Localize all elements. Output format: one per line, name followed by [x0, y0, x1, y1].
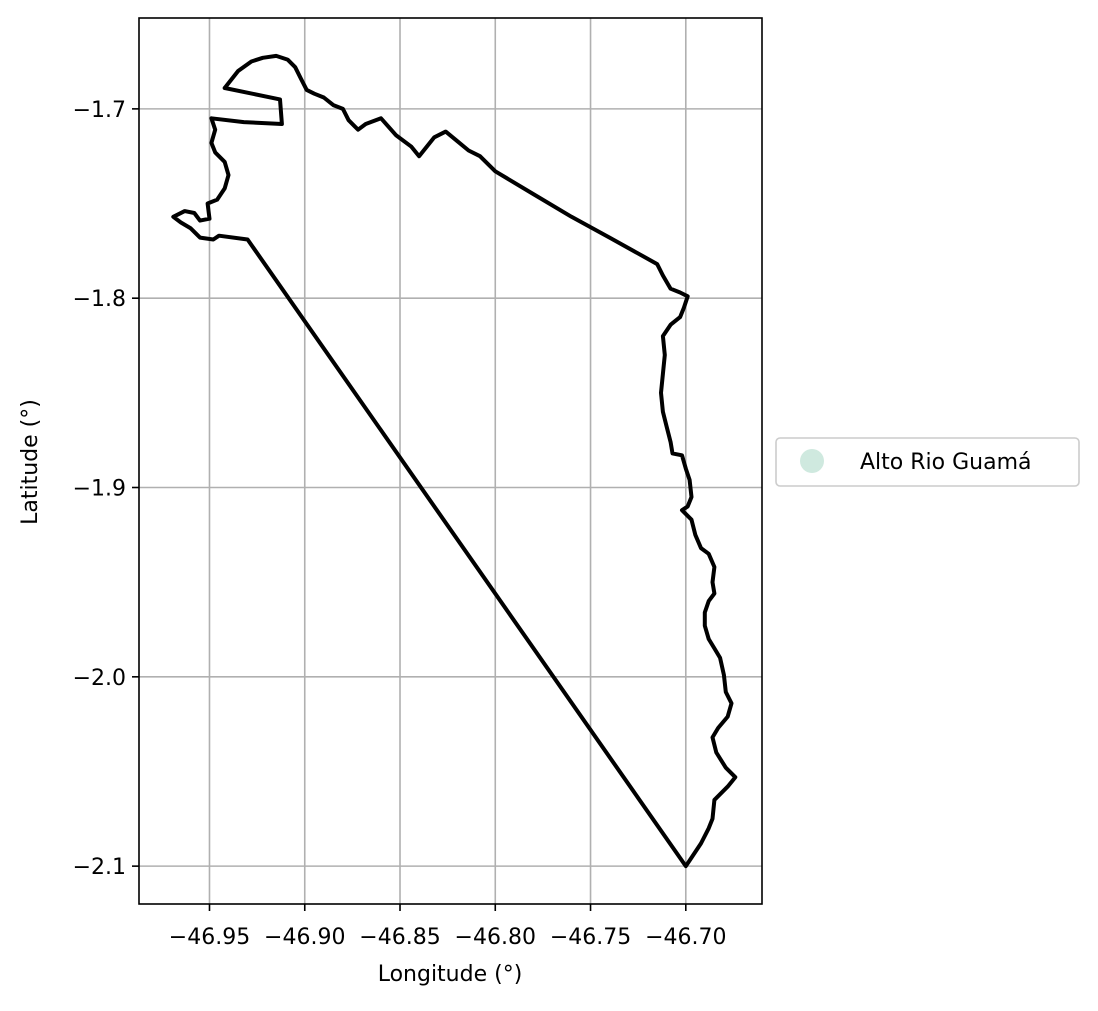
- legend: Alto Rio Guamá: [775, 437, 1080, 487]
- y-tick-label: −1.7: [73, 98, 126, 123]
- x-tick-label: −46.80: [455, 925, 536, 950]
- y-tick-label: −1.9: [73, 477, 126, 502]
- plot-frame: [138, 17, 763, 905]
- x-axis-label: Longitude (°): [378, 962, 523, 987]
- y-axis-label: Latitude (°): [18, 399, 43, 525]
- y-tick-label: −2.0: [73, 666, 126, 691]
- y-tick-label: −2.1: [73, 855, 126, 880]
- region-boundary: [171, 53, 738, 869]
- x-tick-label: −46.75: [550, 925, 631, 950]
- legend-label: Alto Rio Guamá: [860, 450, 1031, 475]
- x-tick-label: −46.85: [359, 925, 440, 950]
- legend-box: [775, 437, 1080, 487]
- x-axis-ticks: −46.95 −46.90 −46.85 −46.80 −46.75 −46.70: [169, 904, 727, 950]
- y-axis-ticks: −1.7 −1.8 −1.9 −2.0 −2.1: [73, 98, 139, 880]
- x-tick-label: −46.90: [264, 925, 345, 950]
- grid-lines: [139, 18, 762, 904]
- legend-marker: [800, 449, 824, 473]
- x-tick-label: −46.70: [645, 925, 726, 950]
- x-tick-label: −46.95: [169, 925, 250, 950]
- y-tick-label: −1.8: [73, 287, 126, 312]
